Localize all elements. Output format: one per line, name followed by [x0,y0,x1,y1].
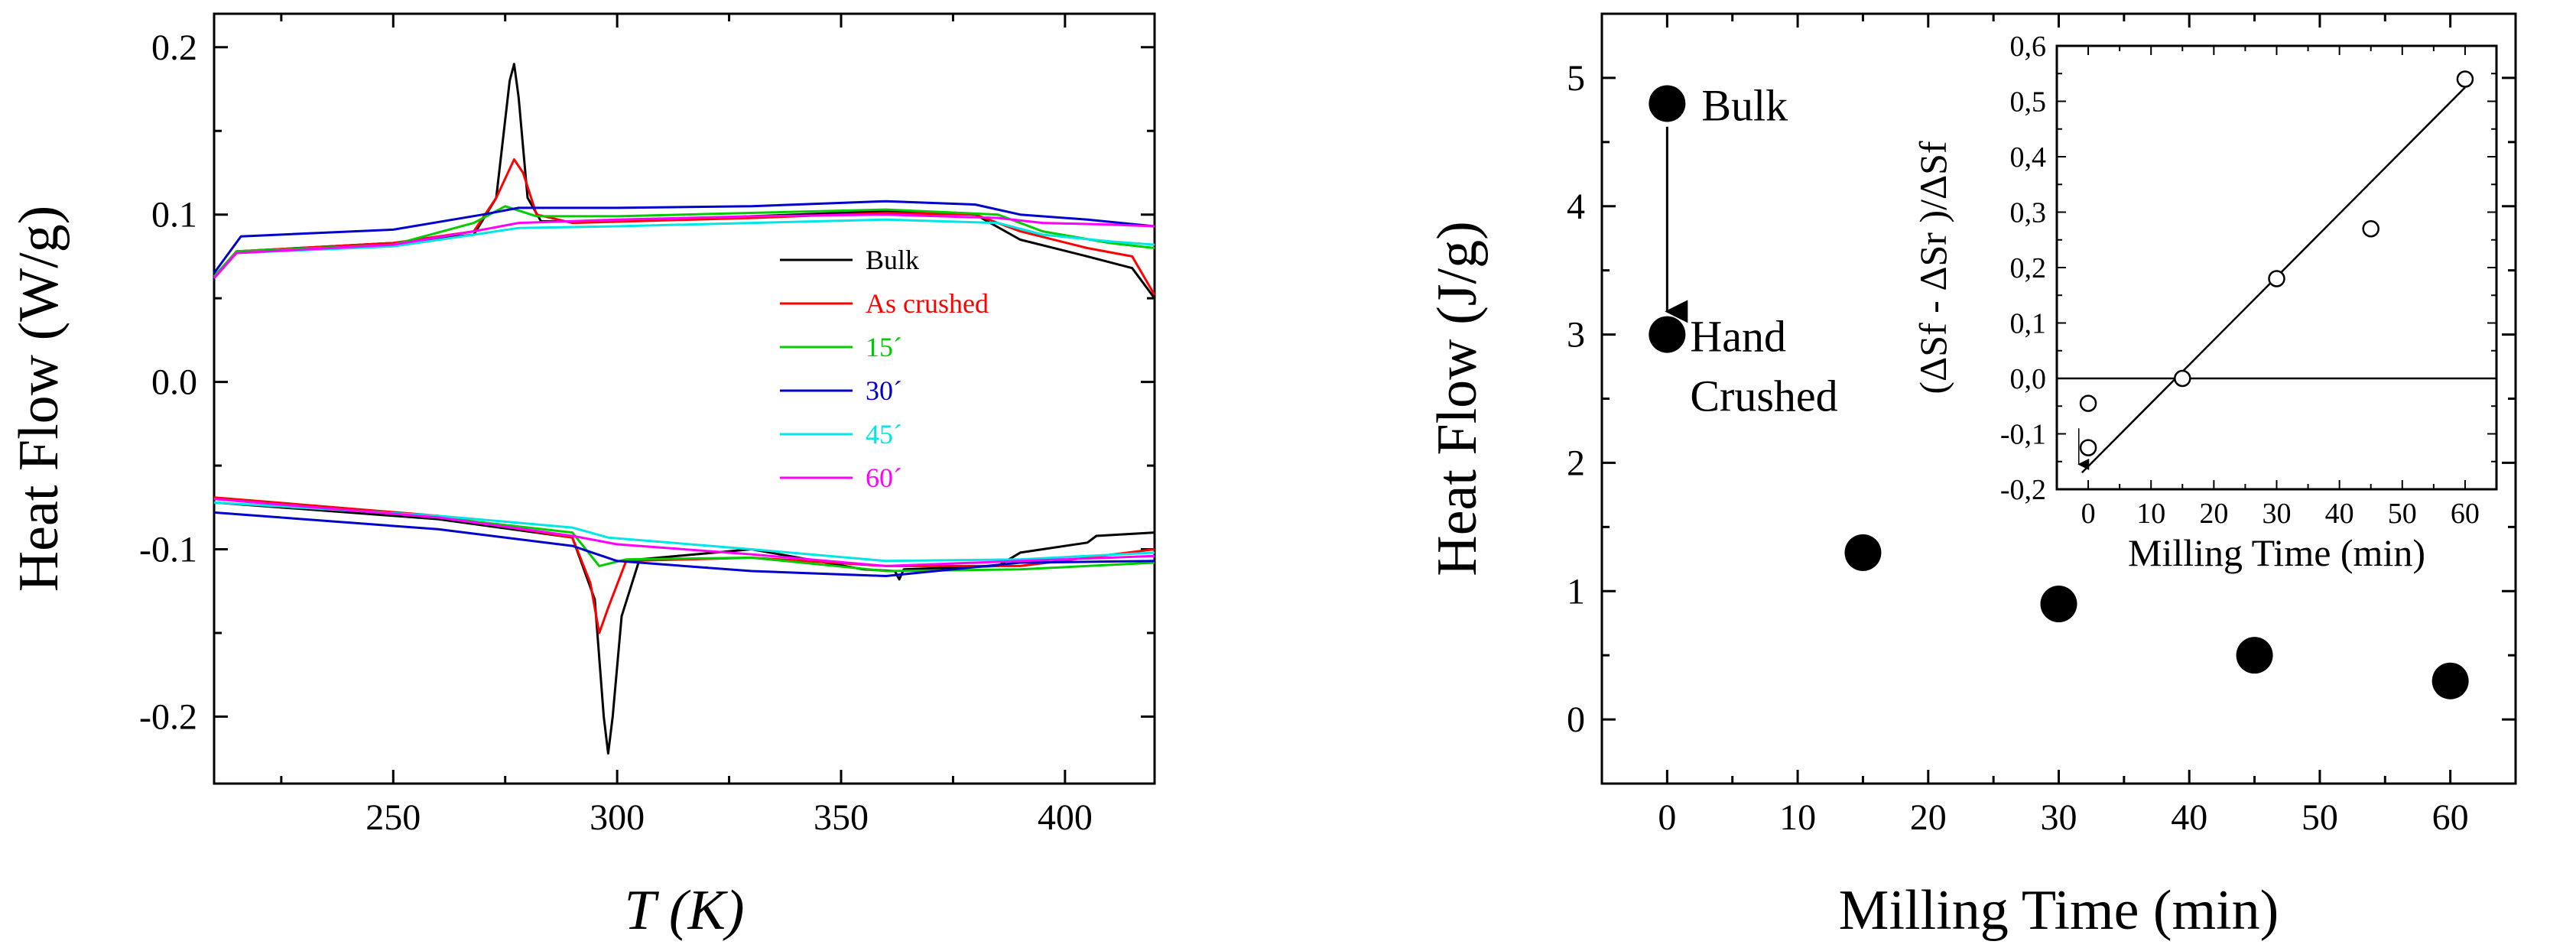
legend-label: 45´ [866,419,902,450]
x-tick-label: 20 [1910,797,1947,838]
series-line-3-heating [213,200,1155,274]
series-line-5-heating [213,213,1155,279]
y-tick-label: -0.2 [139,696,197,737]
inset-data-point [2362,220,2379,238]
x-tick-label: 10 [1779,797,1816,838]
inset-x-tick-label: 10 [2136,498,2165,530]
inset-data-point [2079,439,2097,456]
y-axis-title: Heat Flow (J/g) [1426,221,1489,576]
inset-x-tick-label: 50 [2388,498,2417,530]
data-point [1844,534,1882,571]
x-axis-title: Milling Time (min) [1839,879,2279,942]
inset-x-tick-label: 30 [2263,498,2292,530]
inset-y-tick-label: 0,2 [2010,252,2047,284]
inset-x-tick-label: 40 [2325,498,2354,530]
legend-label: 30´ [866,375,902,406]
series-line-2-heating [213,205,1155,278]
data-point [2431,662,2469,699]
x-tick-label: 60 [2432,797,2469,838]
y-tick-label: 3 [1567,315,1585,355]
annotation-hand: Hand [1690,312,1786,362]
annotation-crushed: Crushed [1690,372,1837,421]
inset-y-tick-label: -0,1 [2000,419,2046,451]
inset-x-tick-label: 0 [2081,498,2096,530]
inset-y-tick-label: 0,4 [2010,141,2047,174]
inset-y-tick-label: -0,2 [2000,474,2046,506]
plot-frame [213,12,1156,785]
data-point [2040,586,2077,623]
series-line-5-cooling [213,498,1155,567]
series-line-4-cooling [213,501,1155,563]
legend-label: Bulk [866,245,919,275]
series-line-0-cooling [213,501,1155,755]
x-tick-label: 400 [1038,797,1093,838]
dsc-chart: 250 300 350 400 0.2 0.1 0.0 -0.1 -0.2 Heat Flow (… [8,12,1156,942]
y-tick-label: -0.1 [139,530,197,570]
inset-x-tick-label: 20 [2199,498,2228,530]
inset-data-point [2079,394,2097,412]
y-tick-label: 0.2 [151,28,197,68]
y-tick-label: 5 [1567,58,1585,99]
series-line-0-heating [213,63,1156,300]
inset-y-axis-title: (ΔSf - ΔSr )/ΔSf [1912,141,1954,394]
series-line-3-cooling [213,511,1155,577]
inset-data-point [2268,270,2285,287]
legend-label: 15´ [866,332,902,362]
legend-label: As crushed [866,288,989,319]
x-tick-label: 50 [2302,797,2338,838]
series-line-4-heating [213,218,1155,279]
data-point [1649,316,1686,353]
x-tick-label: 250 [365,797,421,838]
inset-y-tick-label: 0,5 [2010,86,2047,118]
inset-y-tick-label: 0,6 [2010,31,2047,63]
inset-y-tick-label: 0,1 [2010,308,2047,340]
inset-x-tick-label: 60 [2451,498,2480,530]
y-tick-label: 1 [1567,571,1585,612]
y-tick-label: 2 [1567,443,1585,483]
y-tick-label: 0.1 [151,195,197,235]
milling-chart: 0 10 20 30 40 50 60 0 1 2 3 4 5 Heat Flow (J/g) Millin… [1426,12,2517,942]
x-tick-label: 0 [1658,797,1676,838]
x-axis-title: T (K) [625,879,745,942]
x-tick-label: 40 [2171,797,2207,838]
data-point [1649,85,1686,122]
data-point [2236,637,2273,674]
legend-label: 60´ [866,463,902,493]
x-tick-label: 300 [590,797,645,838]
y-axis-title: Heat Flow (W/g) [8,206,70,592]
inset-chart: 0 10 20 30 40 50 60 -0,2 -0,1 0,0 0,1 0,2 0,3 0,4 0,5 0… [1912,31,2498,574]
inset-y-tick-label: 0,0 [2010,363,2047,395]
y-tick-label: 0 [1567,699,1585,740]
y-tick-label: 4 [1567,187,1585,227]
x-tick-label: 350 [814,797,869,838]
annotation-bulk: Bulk [1701,80,1788,130]
inset-data-point [2456,70,2474,88]
x-tick-label: 30 [2041,797,2077,838]
inset-frame [2055,44,2498,491]
inset-data-point [2174,369,2191,388]
inset-y-tick-label: 0,3 [2010,197,2047,229]
inset-x-axis-title: Milling Time (min) [2128,531,2425,574]
y-tick-label: 0.0 [151,362,197,403]
